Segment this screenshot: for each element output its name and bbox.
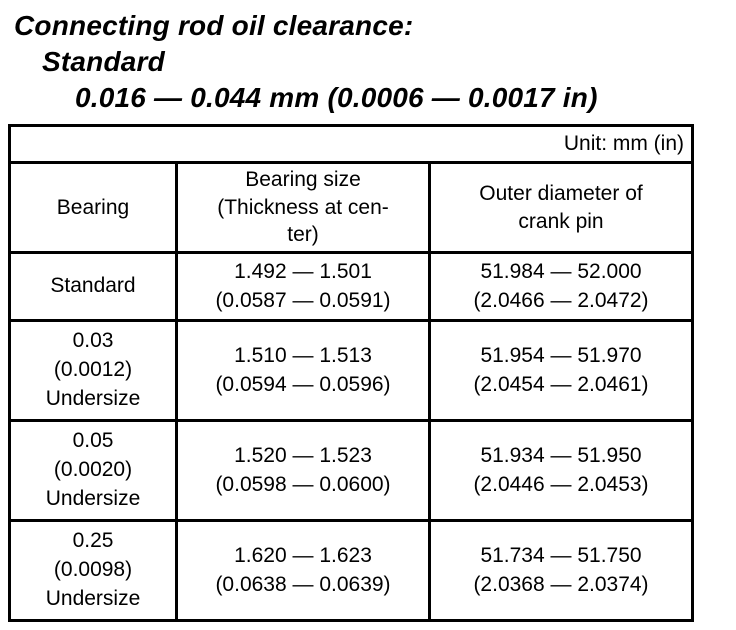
table-row-undersize-003: 0.03 (0.0012) Undersize 1.510 — 1.513 (0… <box>8 319 695 423</box>
cell-bearing-size: 1.492 — 1.501 (0.0587 — 0.0591) <box>175 251 431 323</box>
spec-heading: Connecting rod oil clearance: Standard 0… <box>0 0 736 116</box>
cell-bearing: Standard <box>8 251 178 323</box>
spec-heading-title: Connecting rod oil clearance: <box>14 10 414 41</box>
cell-bearing-size: 1.510 — 1.513 (0.0594 — 0.0596) <box>175 319 431 423</box>
unit-row: Unit: mm (in) <box>7 124 695 164</box>
column-header-bearing-size: Bearing size (Thickness at cen- ter) <box>175 160 431 255</box>
column-header-bearing: Bearing <box>8 160 178 255</box>
column-header-crank-pin-diameter: Outer diameter of crank pin <box>427 160 695 255</box>
bearing-spec-table: Unit: mm (in) Bearing Bearing size (Thic… <box>7 124 695 623</box>
cell-crank-pin: 51.984 — 52.000 (2.0466 — 2.0472) <box>427 251 695 323</box>
cell-crank-pin: 51.954 — 51.970 (2.0454 — 2.0461) <box>427 319 695 423</box>
cell-bearing: 0.05 (0.0020) Undersize <box>8 419 178 523</box>
cell-bearing: 0.03 (0.0012) Undersize <box>8 319 178 423</box>
cell-bearing: 0.25 (0.0098) Undersize <box>8 519 178 623</box>
unit-label: Unit: mm (in) <box>7 124 695 164</box>
cell-bearing-size: 1.520 — 1.523 (0.0598 — 0.0600) <box>175 419 431 523</box>
cell-crank-pin: 51.734 — 51.750 (2.0368 — 2.0374) <box>427 519 695 623</box>
table-row-standard: Standard 1.492 — 1.501 (0.0587 — 0.0591)… <box>8 251 695 323</box>
table-row-undersize-005: 0.05 (0.0020) Undersize 1.520 — 1.523 (0… <box>8 419 695 523</box>
cell-bearing-size: 1.620 — 1.623 (0.0638 — 0.0639) <box>175 519 431 623</box>
cell-crank-pin: 51.934 — 51.950 (2.0446 — 2.0453) <box>427 419 695 523</box>
spec-heading-standard-label: Standard <box>42 46 165 77</box>
spec-heading-clearance-value: 0.016 — 0.044 mm (0.0006 — 0.0017 in) <box>75 82 598 113</box>
table-header-row: Bearing Bearing size (Thickness at cen- … <box>8 160 695 255</box>
table-row-undersize-025: 0.25 (0.0098) Undersize 1.620 — 1.623 (0… <box>8 519 695 623</box>
